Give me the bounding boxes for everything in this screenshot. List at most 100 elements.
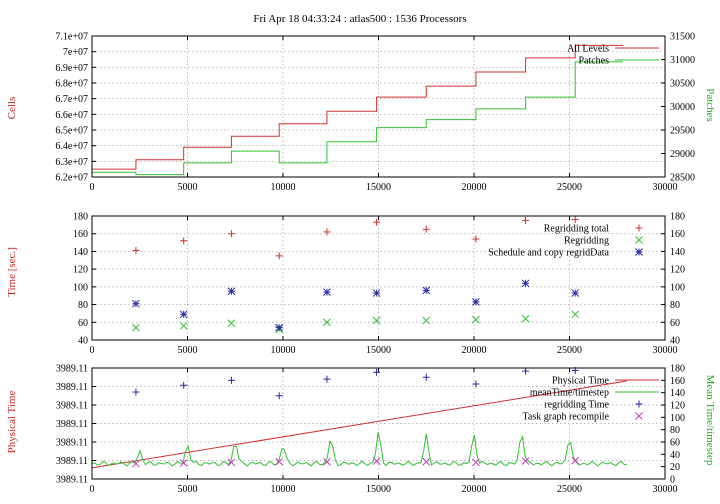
y-tick-label: 40: [78, 336, 88, 347]
legend-marker-regridding-stroke: [635, 236, 643, 244]
y-tick-label: 6.2e+07: [55, 173, 88, 184]
data-point-task-graph-recompile: [323, 457, 331, 466]
y2-tick-label: 31000: [670, 55, 695, 66]
x-tick-label: 0: [90, 345, 95, 356]
data-point-regridding-time: [373, 368, 381, 376]
legend-marker-schedule-and-copy-regriddata: [635, 248, 643, 256]
legend-label-regridding: Regridding: [564, 236, 609, 247]
data-point-schedule-and-copy-regriddata-stroke: [227, 287, 236, 296]
figure-title: Fri Apr 18 04:33:24 : atlas500 : 1536 Pr…: [253, 13, 466, 25]
data-point-schedule-and-copy-regriddata: [227, 287, 236, 296]
data-point-schedule-and-copy-regriddata: [472, 298, 480, 306]
data-point-task-graph-recompile-stroke: [571, 456, 580, 465]
data-point-regridding-stroke: [132, 323, 140, 332]
plot-frame: [91, 215, 666, 341]
data-point-schedule-and-copy-regriddata-stroke: [571, 289, 580, 297]
y2-tick-label: 140: [670, 388, 685, 399]
data-point-task-graph-recompile-stroke: [275, 457, 284, 466]
legend-marker-task-graph-recompile-stroke: [635, 412, 643, 420]
data-point-task-graph-recompile-stroke: [521, 457, 530, 465]
y2-tick-label: 30500: [670, 79, 695, 90]
legend-marker-task-graph-recompile: [635, 412, 643, 420]
y2-tick-label: 40: [670, 450, 680, 461]
data-point-task-graph-recompile-stroke: [472, 458, 480, 467]
legend-marker-regridding: [635, 236, 643, 244]
y-tick-label: 3989.11: [56, 364, 88, 375]
data-point-schedule-and-copy-regriddata: [132, 299, 140, 308]
legend-marker-regridding-total: [635, 224, 643, 232]
data-point-regridding: [227, 319, 236, 328]
y2-tick-label: 40: [670, 336, 680, 347]
data-point-regridding-total: [571, 216, 579, 224]
y-tick-label: 100: [73, 282, 88, 293]
data-point-regridding-total: [275, 252, 283, 260]
y-tick-label: 140: [73, 247, 88, 258]
legend-label-task-graph-recompile: Task graph recompile: [523, 412, 610, 423]
y2-axis-label-patches: Patches: [704, 88, 716, 122]
data-point-regridding-total: [323, 228, 331, 236]
x-tick-label: 30000: [653, 182, 678, 193]
y-tick-label: 3989.11: [56, 419, 88, 430]
legend-label-patches: Patches: [578, 56, 609, 67]
y-tick-label: 160: [73, 229, 88, 240]
data-point-task-graph-recompile: [275, 457, 284, 466]
y2-tick-label: 0: [670, 475, 675, 486]
data-point-regridding-time: [275, 392, 283, 400]
x-tick-label: 30000: [653, 345, 678, 356]
y-tick-label: 3989.11: [56, 401, 88, 412]
x-tick-label: 25000: [557, 182, 582, 193]
data-point-regridding-total: [180, 237, 188, 245]
y-axis-label-physical-time: Physical Time: [6, 391, 18, 454]
data-point-regridding-total: [422, 225, 430, 233]
x-tick-label: 30000: [653, 484, 678, 495]
data-point-schedule-and-copy-regriddata: [323, 288, 331, 297]
data-point-schedule-and-copy-regriddata-stroke: [472, 298, 480, 306]
data-point-schedule-and-copy-regriddata-stroke: [275, 323, 284, 332]
data-point-regridding-total: [227, 230, 235, 238]
legend-label-meantime-timestep: meanTime/timestep: [530, 388, 609, 399]
y2-tick-label: 100: [670, 282, 685, 293]
data-point-task-graph-recompile-stroke: [372, 457, 381, 465]
y2-tick-label: 160: [670, 229, 685, 240]
y2-tick-label: 29500: [670, 126, 695, 137]
y-tick-label: 120: [73, 265, 88, 276]
y2-tick-label: 120: [670, 401, 685, 412]
x-tick-label: 15000: [366, 484, 391, 495]
y-tick-label: 6.4e+07: [55, 141, 88, 152]
data-point-regridding-stroke: [422, 316, 431, 325]
legend-label-regridding-total: Regridding total: [544, 224, 609, 235]
data-point-schedule-and-copy-regriddata: [571, 289, 580, 297]
x-tick-label: 10000: [271, 484, 296, 495]
y-tick-label: 3989.11: [56, 382, 88, 393]
x-tick-label: 20000: [462, 345, 487, 356]
y-tick-label: 180: [73, 212, 88, 223]
y-tick-label: 6.9e+07: [55, 63, 88, 74]
x-tick-label: 25000: [557, 345, 582, 356]
y-tick-label: 6.8e+07: [55, 79, 88, 90]
data-point-regridding-time: [132, 388, 140, 396]
y2-tick-label: 60: [670, 318, 680, 329]
y-axis-label-time: Time [sec.]: [6, 247, 18, 297]
data-point-schedule-and-copy-regriddata-stroke: [179, 310, 188, 319]
data-point-regridding-stroke: [227, 319, 236, 328]
data-point-task-graph-recompile: [227, 458, 236, 467]
data-point-task-graph-recompile: [372, 457, 381, 465]
cells-patches-panel: Cells Patches 0 5000 10000 15000 20000 25000 3…: [6, 32, 716, 194]
y-tick-label: 6.5e+07: [55, 126, 88, 137]
data-point-schedule-and-copy-regriddata-stroke: [372, 289, 381, 297]
data-point-schedule-and-copy-regriddata: [372, 289, 381, 297]
data-point-schedule-and-copy-regriddata-stroke: [323, 288, 331, 297]
y2-tick-label: 31500: [670, 32, 695, 43]
x-tick-label: 5000: [178, 484, 198, 495]
y2-tick-label: 29000: [670, 149, 695, 160]
legend-label-all-levels: All Levels: [567, 44, 609, 55]
legend-marker-regridding-time: [635, 400, 643, 408]
data-point-regridding-time: [472, 380, 480, 388]
data-point-regridding-time: [227, 376, 235, 384]
data-point-regridding-time: [522, 367, 530, 375]
data-point-regridding: [472, 315, 480, 324]
y-tick-label: 6.7e+07: [55, 94, 88, 105]
y-tick-label: 7e+07: [63, 47, 88, 58]
